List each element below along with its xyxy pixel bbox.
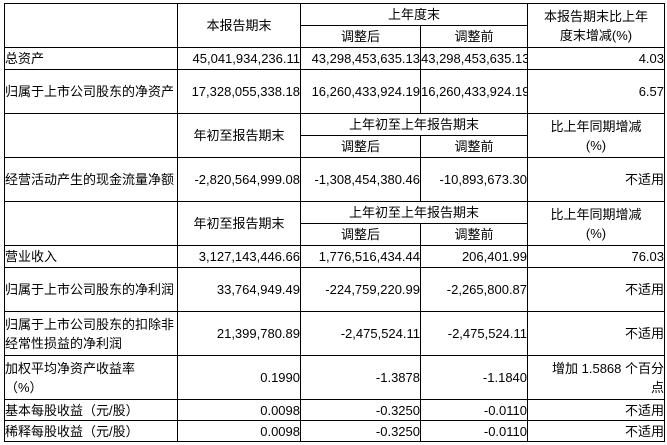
row-net-assets: 归属于上市公司股东的净资产 17,328,055,338.18 16,260,4… [4,69,666,114]
cell-pre-adjusted: -1.1840 [419,355,529,400]
cell-change: 不适用 [527,157,666,202]
row-label: 基本每股收益（元/股） [4,399,178,421]
cell-current: 17,328,055,338.18 [177,69,301,114]
cell-change: 不适用 [527,311,666,356]
cell-adjusted: -0.3250 [300,420,421,442]
row-net-profit: 归属于上市公司股东的净利润 33,764,949.49 -224,759,220… [4,267,666,312]
header-row-period-end: 本报告期末 上年度末 本报告期末比上年 度末增减(%) [4,3,666,48]
row-net-profit-excl-nonrecurring: 归属于上市公司股东的扣除非经常性损益的净利润 21,399,780.89 -2,… [4,311,666,356]
col-header-change-vs-prior-year-end: 本报告期末比上年 度末增减(%) [527,3,666,48]
cell-adjusted: -224,759,220.99 [300,267,421,312]
cell-current: 21,399,780.89 [177,311,301,356]
row-operating-revenue: 营业收入 3,127,143,446.66 1,776,516,434.44 2… [4,245,666,268]
row-label: 营业收入 [4,245,178,268]
cell-pre-adjusted: 43,298,453,635.13 [419,47,529,70]
cell-change: 不适用 [527,399,666,421]
cell-adjusted: -1,308,454,380.46 [300,157,421,202]
financial-summary-table: 本报告期末 上年度末 本报告期末比上年 度末增减(%) 调整后 调整前 总资产 … [4,3,666,442]
cell-pre-adjusted: -0.0110 [419,420,529,442]
row-weighted-average-roe: 加权平均净资产收益率 （%） 0.1990 -1.3878 -1.1840 增加… [4,355,666,400]
row-label: 加权平均净资产收益率 （%） [4,355,178,400]
col-header-current-period-end: 本报告期末 [177,3,301,48]
cell-pre-adjusted: -2,475,524.11 [419,311,529,356]
cell-pre-adjusted: 16,260,433,924.19 [419,69,529,114]
cell-current: 45,041,934,236.11 [177,47,301,70]
row-basic-eps: 基本每股收益（元/股） 0.0098 -0.3250 -0.0110 不适用 [4,399,666,421]
row-total-assets: 总资产 45,041,934,236.11 43,298,453,635.13 … [4,47,666,70]
corner-cell [4,201,178,246]
cell-change: 76.03 [527,245,666,268]
row-operating-cash-flow: 经营活动产生的现金流量净额 -2,820,564,999.08 -1,308,4… [4,157,666,202]
cell-current: 33,764,949.49 [177,267,301,312]
corner-cell [4,113,178,158]
cell-adjusted: 16,260,433,924.19 [300,69,421,114]
subheader-pre-adjusted: 调整前 [419,25,529,48]
col-header-ytd-prior: 上年初至上年报告期末 [299,113,529,136]
corner-cell [4,3,178,48]
cell-adjusted: -1.3878 [300,355,421,400]
cell-adjusted: 1,776,516,434.44 [300,245,421,268]
subheader-adjusted: 调整后 [300,223,421,246]
cell-change: 6.57 [527,69,666,114]
subheader-pre-adjusted: 调整前 [419,223,529,246]
col-header-change-yoy: 比上年同期增减 (%) [527,201,666,246]
cell-pre-adjusted: -0.0110 [419,399,529,421]
header-row-ytd-income: 年初至报告期末 上年初至上年报告期末 比上年同期增减 (%) [4,201,666,246]
row-label: 经营活动产生的现金流量净额 [4,157,178,202]
cell-current: 0.0098 [177,399,301,421]
row-label: 归属于上市公司股东的净资产 [4,69,178,114]
col-header-ytd-prior: 上年初至上年报告期末 [299,201,529,224]
cell-change: 增加 1.5868 个百分 点 [527,355,666,400]
cell-pre-adjusted: -2,265,800.87 [419,267,529,312]
subheader-pre-adjusted: 调整前 [419,135,529,158]
subheader-row-ytd-income: 调整后 调整前 [5,223,665,246]
cell-change: 不适用 [527,420,666,442]
row-label: 稀释每股收益（元/股） [4,420,178,442]
cell-adjusted: 43,298,453,635.13 [300,47,421,70]
col-header-prior-year-end: 上年度末 [299,3,529,26]
col-header-ytd-current: 年初至报告期末 [177,201,301,246]
cell-adjusted: -2,475,524.11 [300,311,421,356]
header-row-ytd-cashflow: 年初至报告期末 上年初至上年报告期末 比上年同期增减 (%) [4,113,666,158]
cell-current: -2,820,564,999.08 [177,157,301,202]
cell-current: 0.0098 [177,420,301,442]
subheader-adjusted: 调整后 [300,135,421,158]
cell-change: 4.03 [527,47,666,70]
cell-current: 0.1990 [177,355,301,400]
row-label: 归属于上市公司股东的净利润 [4,267,178,312]
col-header-ytd-current: 年初至报告期末 [177,113,301,158]
row-diluted-eps: 稀释每股收益（元/股） 0.0098 -0.3250 -0.0110 不适用 [4,420,666,442]
row-label: 归属于上市公司股东的扣除非经常性损益的净利润 [4,311,178,356]
cell-adjusted: -0.3250 [300,399,421,421]
row-label: 总资产 [4,47,178,70]
cell-pre-adjusted: 206,401.99 [419,245,529,268]
cell-change: 不适用 [527,267,666,312]
cell-current: 3,127,143,446.66 [177,245,301,268]
cell-pre-adjusted: -10,893,673.30 [419,157,529,202]
col-header-change-yoy: 比上年同期增减 (%) [527,113,666,158]
subheader-adjusted: 调整后 [300,25,421,48]
